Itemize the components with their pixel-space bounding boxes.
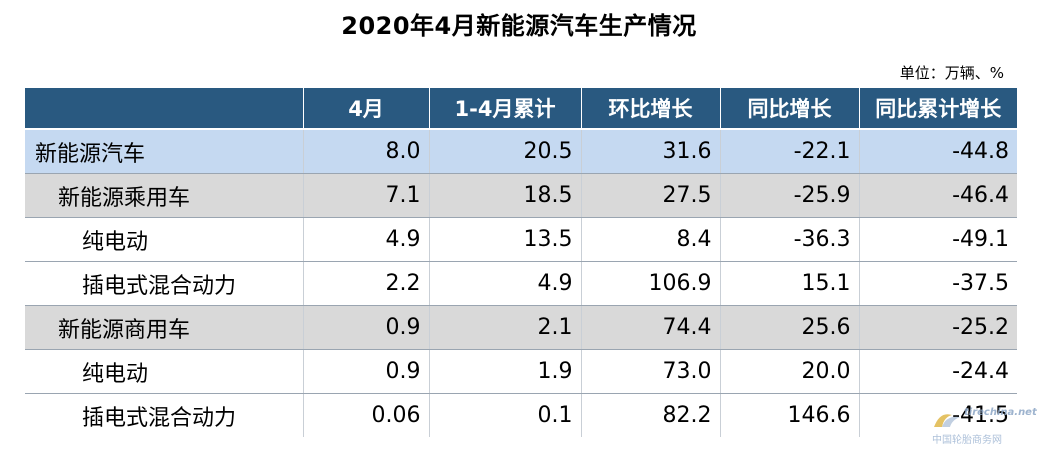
cell-mom-growth: 8.4	[580, 217, 720, 262]
cell-cumulative: 4.9	[428, 261, 581, 306]
table-row: 纯电动 0.9 1.9 73.0 20.0 -24.4	[25, 349, 1017, 394]
cell-mom-growth: 31.6	[580, 129, 720, 174]
cell-yoy-cumulative-growth: -37.5	[858, 261, 1017, 306]
cell-cumulative: 0.1	[428, 393, 581, 437]
row-label: 新能源乘用车	[25, 173, 303, 218]
header-cell-cumulative: 1-4月累计	[428, 88, 581, 130]
row-label: 新能源商用车	[25, 305, 303, 350]
cell-yoy-cumulative-growth: -44.8	[858, 129, 1017, 174]
cell-cumulative: 2.1	[428, 305, 581, 350]
row-label: 纯电动	[25, 349, 303, 394]
cell-yoy-cumulative-growth: -25.2	[858, 305, 1017, 350]
cell-cumulative: 13.5	[428, 217, 581, 262]
header-cell-yoy-cumulative-growth: 同比累计增长	[858, 88, 1017, 130]
row-label: 纯电动	[25, 217, 303, 262]
cell-april: 4.9	[302, 217, 429, 262]
tire-logo-icon	[934, 414, 960, 427]
cell-mom-growth: 27.5	[580, 173, 720, 218]
production-table: 4月 1-4月累计 环比增长 同比增长 同比累计增长 新能源汽车 8.0 20.…	[25, 88, 1017, 437]
cell-cumulative: 18.5	[428, 173, 581, 218]
cell-cumulative: 20.5	[428, 129, 581, 174]
cell-april: 2.2	[302, 261, 429, 306]
cell-yoy-cumulative-growth: -41.5	[858, 393, 1017, 437]
page-title: 2020年4月新能源汽车生产情况	[341, 12, 697, 40]
cell-mom-growth: 74.4	[580, 305, 720, 350]
row-label: 插电式混合动力	[25, 393, 303, 437]
cell-april: 0.06	[302, 393, 429, 437]
table-row: 新能源商用车 0.9 2.1 74.4 25.6 -25.2	[25, 305, 1017, 350]
table-row: 插电式混合动力 2.2 4.9 106.9 15.1 -37.5	[25, 261, 1017, 306]
header-row: 4月 1-4月累计 环比增长 同比增长 同比累计增长	[25, 88, 1017, 130]
header-cell-mom-growth: 环比增长	[580, 88, 720, 130]
cell-yoy-cumulative-growth: -49.1	[858, 217, 1017, 262]
cell-april: 8.0	[302, 129, 429, 174]
cell-yoy-growth: -25.9	[719, 173, 859, 218]
table-row: 插电式混合动力 0.06 0.1 82.2 146.6 -41.5	[25, 393, 1017, 437]
cell-mom-growth: 106.9	[580, 261, 720, 306]
cell-yoy-cumulative-growth: -24.4	[858, 349, 1017, 394]
cell-yoy-growth: 25.6	[719, 305, 859, 350]
cell-yoy-growth: -22.1	[719, 129, 859, 174]
cell-yoy-cumulative-growth: -46.4	[858, 173, 1017, 218]
cell-yoy-growth: 15.1	[719, 261, 859, 306]
cell-mom-growth: 82.2	[580, 393, 720, 437]
watermark-logo: tirechina.net 中国轮胎商务网	[930, 407, 1037, 446]
watermark-site: tirechina.net	[964, 407, 1037, 418]
table-row: 新能源乘用车 7.1 18.5 27.5 -25.9 -46.4	[25, 173, 1017, 218]
row-label: 新能源汽车	[25, 129, 303, 174]
unit-label: 单位：万辆、%	[899, 64, 1004, 82]
cell-april: 0.9	[302, 305, 429, 350]
cell-mom-growth: 73.0	[580, 349, 720, 394]
header-cell-category	[25, 88, 303, 130]
table-row: 新能源汽车 8.0 20.5 31.6 -22.1 -44.8	[25, 129, 1017, 174]
header-cell-april: 4月	[302, 88, 429, 130]
table-row: 纯电动 4.9 13.5 8.4 -36.3 -49.1	[25, 217, 1017, 262]
header-cell-yoy-growth: 同比增长	[719, 88, 859, 130]
cell-cumulative: 1.9	[428, 349, 581, 394]
cell-yoy-growth: 146.6	[719, 393, 859, 437]
watermark-text: 中国轮胎商务网	[932, 435, 1002, 446]
cell-yoy-growth: -36.3	[719, 217, 859, 262]
cell-yoy-growth: 20.0	[719, 349, 859, 394]
cell-april: 7.1	[302, 173, 429, 218]
cell-april: 0.9	[302, 349, 429, 394]
row-label: 插电式混合动力	[25, 261, 303, 306]
